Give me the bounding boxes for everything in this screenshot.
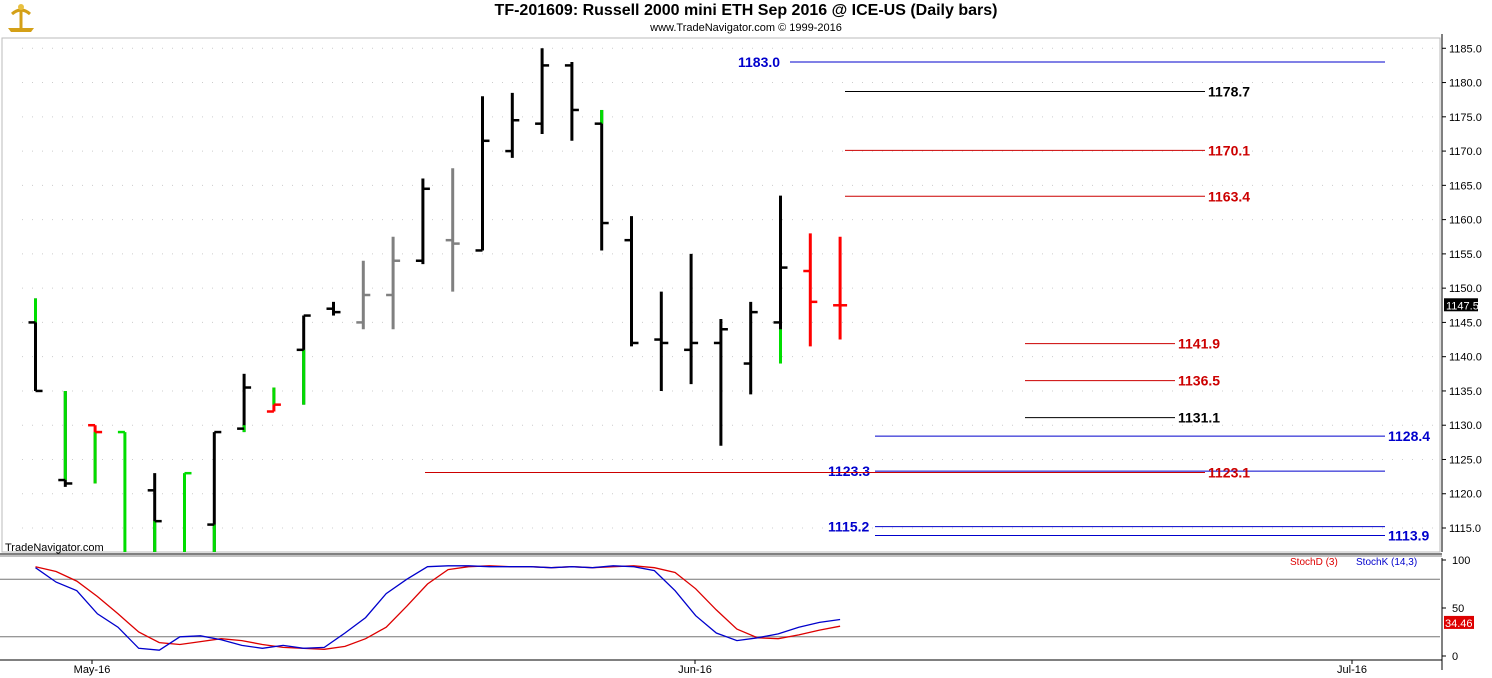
last-price-label: 1147.5 bbox=[1446, 300, 1479, 312]
price-tick-label: 1145.0 bbox=[1449, 317, 1482, 329]
date-tick-label: Jul-16 bbox=[1337, 664, 1367, 676]
last-price-box bbox=[1444, 298, 1478, 312]
level-label: 1113.9 bbox=[1388, 528, 1429, 544]
price-tick-label: 1165.0 bbox=[1449, 180, 1482, 192]
level-label: 1170.1 bbox=[1208, 142, 1250, 158]
level-label: 1123.3 bbox=[828, 463, 870, 479]
date-tick-label: Jun-16 bbox=[678, 664, 712, 676]
price-tick-label: 1185.0 bbox=[1449, 43, 1482, 55]
price-tick-label: 1135.0 bbox=[1449, 386, 1482, 398]
price-tick-label: 1125.0 bbox=[1449, 454, 1482, 466]
stoch-last-value-box bbox=[1444, 615, 1474, 629]
price-grid bbox=[0, 37, 1442, 557]
stoch-last-value-label: 34.46 bbox=[1445, 618, 1473, 630]
price-tick-label: 1160.0 bbox=[1449, 215, 1482, 227]
price-tick-label: 1155.0 bbox=[1449, 249, 1482, 261]
price-levels: 1183.0 1178.7 1170.1 1163.4 1141.9 1136.5 1131… bbox=[425, 54, 1430, 544]
watermark: TradeNavigator.com bbox=[5, 542, 104, 554]
level-label: 1123.1 bbox=[1208, 465, 1250, 481]
price-tick-label: 1140.0 bbox=[1449, 352, 1482, 364]
level-label: 1115.2 bbox=[828, 519, 869, 535]
price-tick-label: 1120.0 bbox=[1449, 489, 1482, 501]
stoch-d-legend: StochD (3) bbox=[1290, 557, 1338, 568]
level-label: 1163.4 bbox=[1208, 188, 1250, 204]
price-tick-label: 1150.0 bbox=[1449, 283, 1482, 295]
price-tick-label: 1175.0 bbox=[1449, 112, 1482, 124]
level-label: 1178.7 bbox=[1208, 83, 1250, 99]
price-tick-label: 1170.0 bbox=[1449, 146, 1482, 158]
level-label: 1141.9 bbox=[1178, 336, 1220, 352]
price-axis: 1115.0 1120.0 1125.0 1130.0 1135.0 1140.0 1145… bbox=[1441, 34, 1482, 552]
stoch-series-line bbox=[35, 565, 841, 651]
copyright-text: www.TradeNavigator.com © 1999-2016 bbox=[650, 22, 842, 34]
trade-navigator-logo-icon bbox=[4, 2, 38, 34]
price-tick-label: 1180.0 bbox=[1449, 78, 1482, 90]
date-axis: May-16 Jun-16 Jul-16 bbox=[0, 659, 1442, 676]
stoch-tick-label: 50 bbox=[1452, 603, 1464, 615]
level-label: 1131.1 bbox=[1178, 410, 1220, 426]
price-frame bbox=[1, 37, 1441, 553]
date-tick-label: May-16 bbox=[74, 664, 111, 676]
price-bars bbox=[28, 48, 848, 552]
stoch-k-legend: StochK (14,3) bbox=[1356, 557, 1417, 568]
chart-title: TF-201609: Russell 2000 mini ETH Sep 201… bbox=[494, 2, 998, 19]
stochastic-panel: 100 50 0 StochD (3) StochK (14,3) 34.46 bbox=[0, 555, 1474, 670]
level-label: 1183.0 bbox=[738, 54, 780, 70]
stoch-tick-label: 100 bbox=[1452, 555, 1470, 567]
stoch-tick-label: 0 bbox=[1452, 651, 1458, 663]
price-tick-label: 1130.0 bbox=[1449, 420, 1482, 432]
level-label: 1128.4 bbox=[1388, 428, 1430, 444]
price-tick-label: 1115.0 bbox=[1449, 523, 1481, 535]
level-label: 1136.5 bbox=[1178, 373, 1220, 389]
